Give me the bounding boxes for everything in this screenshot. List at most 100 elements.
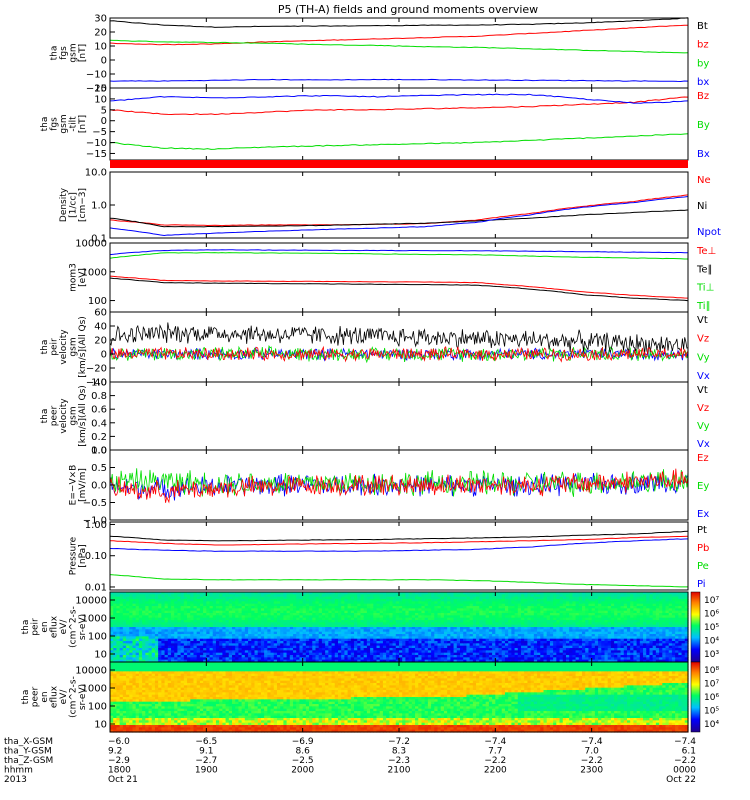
heatmap-cell xyxy=(116,620,121,623)
heatmap-cell xyxy=(254,641,259,644)
heatmap-cell xyxy=(305,634,310,637)
heatmap-cell xyxy=(328,638,333,642)
heatmap-cell xyxy=(598,636,602,640)
heatmap-cell xyxy=(154,606,159,609)
heatmap-cell xyxy=(122,610,127,614)
heatmap-cell xyxy=(171,634,175,637)
heatmap-cell xyxy=(373,610,378,614)
heatmap-cell xyxy=(578,606,583,609)
heatmap-cell xyxy=(164,657,169,661)
heatmap-cell xyxy=(556,606,561,609)
heatmap-cell xyxy=(517,636,522,640)
heatmap-cell xyxy=(434,620,439,623)
heatmap-cell xyxy=(617,650,622,654)
heatmap-cell xyxy=(302,615,307,619)
heatmap-cell xyxy=(546,641,551,644)
heatmap-cell xyxy=(488,624,493,628)
heatmap-cell xyxy=(575,596,580,600)
heatmap-cell xyxy=(562,631,567,635)
heatmap-cell xyxy=(527,648,532,651)
heatmap-cell xyxy=(315,641,320,644)
heatmap-cell xyxy=(164,608,169,612)
heatmap-cell xyxy=(305,643,310,647)
heatmap-cell xyxy=(235,631,240,635)
heatmap-cell xyxy=(164,643,169,647)
heatmap-cell xyxy=(164,617,169,621)
y-tick-label: 40 xyxy=(94,322,107,333)
heatmap-cell xyxy=(248,599,252,602)
heatmap-cell xyxy=(126,608,130,612)
heatmap-cell xyxy=(215,627,220,630)
heatmap-cell xyxy=(411,636,416,640)
heatmap-cell xyxy=(495,648,500,651)
heatmap-cell xyxy=(626,599,631,602)
heatmap-cell xyxy=(129,613,134,616)
heatmap-cell xyxy=(241,634,246,637)
heatmap-cell xyxy=(495,624,500,628)
heatmap-cell xyxy=(228,615,233,619)
heatmap-cell xyxy=(116,601,121,605)
heatmap-cell xyxy=(254,657,259,661)
heatmap-cell xyxy=(421,638,426,642)
heatmap-cell xyxy=(241,622,246,626)
heatmap-cell xyxy=(222,629,227,633)
heatmap-cell xyxy=(354,631,358,635)
heatmap-cell xyxy=(267,659,272,663)
heatmap-cell xyxy=(408,594,413,598)
heatmap-cell xyxy=(260,624,265,628)
y-tick-label: −15 xyxy=(86,149,107,160)
heatmap-cell xyxy=(119,592,124,595)
heatmap-cell xyxy=(219,608,223,612)
heatmap-cell xyxy=(402,641,407,644)
heatmap-cell xyxy=(116,617,121,621)
heatmap-cell xyxy=(466,606,471,609)
heatmap-cell xyxy=(591,652,596,656)
heatmap-cell xyxy=(129,629,134,633)
y-tick-label: 1.0 xyxy=(91,378,107,389)
heatmap-cell xyxy=(511,629,516,633)
heatmap-cell xyxy=(225,652,230,656)
heatmap-cell xyxy=(337,648,342,651)
heatmap-cell xyxy=(488,601,493,605)
heatmap-cell xyxy=(132,645,137,649)
heatmap-cell xyxy=(331,608,336,612)
heatmap-cell xyxy=(126,596,130,600)
heatmap-cell xyxy=(540,645,545,649)
heatmap-cell xyxy=(267,599,272,602)
heatmap-cell xyxy=(456,594,461,598)
heatmap-cell xyxy=(273,622,278,626)
heatmap-cell xyxy=(604,648,609,651)
heatmap-cell xyxy=(472,610,477,614)
heatmap-cell xyxy=(578,603,583,607)
heatmap-cell xyxy=(553,596,557,600)
heatmap-cell xyxy=(562,601,567,605)
heatmap-cell xyxy=(203,629,207,633)
heatmap-cell xyxy=(116,624,121,628)
heatmap-cell xyxy=(556,617,561,621)
heatmap-cell xyxy=(482,645,487,649)
heatmap-cell xyxy=(482,613,487,616)
heatmap-cell xyxy=(460,610,464,614)
heatmap-cell xyxy=(630,627,635,630)
heatmap-cell xyxy=(228,622,233,626)
heatmap-cell xyxy=(421,652,426,656)
heatmap-cell xyxy=(488,594,493,598)
heatmap-cell xyxy=(251,596,256,600)
heatmap-cell xyxy=(325,643,329,647)
heatmap-cell xyxy=(302,641,307,644)
heatmap-cell xyxy=(373,634,378,637)
heatmap-cell xyxy=(289,615,294,619)
heatmap-cell xyxy=(203,650,207,654)
heatmap-cell xyxy=(607,655,612,658)
heatmap-cell xyxy=(209,613,214,616)
heatmap-cell xyxy=(373,643,378,647)
heatmap-cell xyxy=(463,624,468,628)
heatmap-cell xyxy=(620,641,625,644)
heatmap-cell xyxy=(222,615,227,619)
heatmap-cell xyxy=(610,641,615,644)
heatmap-cell xyxy=(623,645,628,649)
heatmap-cell xyxy=(142,608,146,612)
heatmap-cell xyxy=(328,620,333,623)
heatmap-cell xyxy=(578,617,583,621)
heatmap-cell xyxy=(206,606,211,609)
